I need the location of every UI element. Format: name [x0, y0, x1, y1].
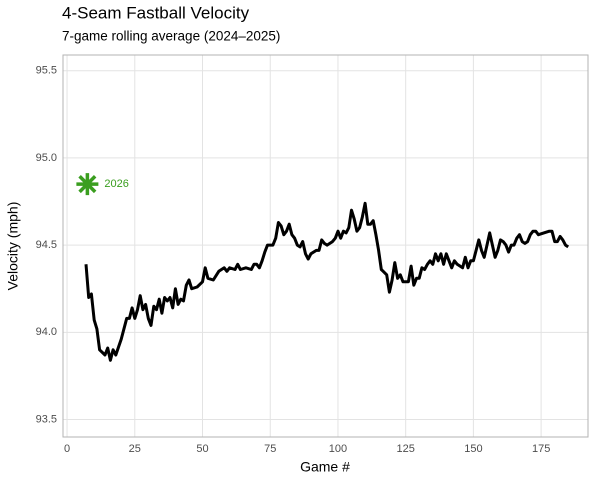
x-tick-label: 0 [64, 443, 70, 455]
x-tick-label: 25 [129, 443, 141, 455]
highlight-point [76, 173, 99, 196]
panel-border [62, 54, 589, 438]
x-tick-label: 175 [532, 443, 550, 455]
chart-title: 4-Seam Fastball Velocity [62, 3, 250, 22]
y-tick-label: 95.5 [36, 65, 57, 77]
x-tick-label: 100 [329, 443, 347, 455]
y-tick-label: 94.0 [36, 326, 57, 338]
y-tick-label: 94.5 [36, 239, 57, 251]
y-tick-label: 93.5 [36, 413, 57, 425]
x-tick-label: 50 [196, 443, 208, 455]
x-tick-label: 150 [464, 443, 482, 455]
x-tick-label: 125 [397, 443, 415, 455]
highlight-label: 2026 [104, 178, 128, 190]
chart-subtitle: 7-game rolling average (2024–2025) [62, 29, 280, 44]
y-tick-label: 95.0 [36, 152, 57, 164]
velocity-line [84, 201, 570, 362]
x-tick-label: 75 [264, 443, 276, 455]
x-axis-label: Game # [300, 459, 350, 475]
y-axis-label: Velocity (mph) [5, 202, 21, 291]
